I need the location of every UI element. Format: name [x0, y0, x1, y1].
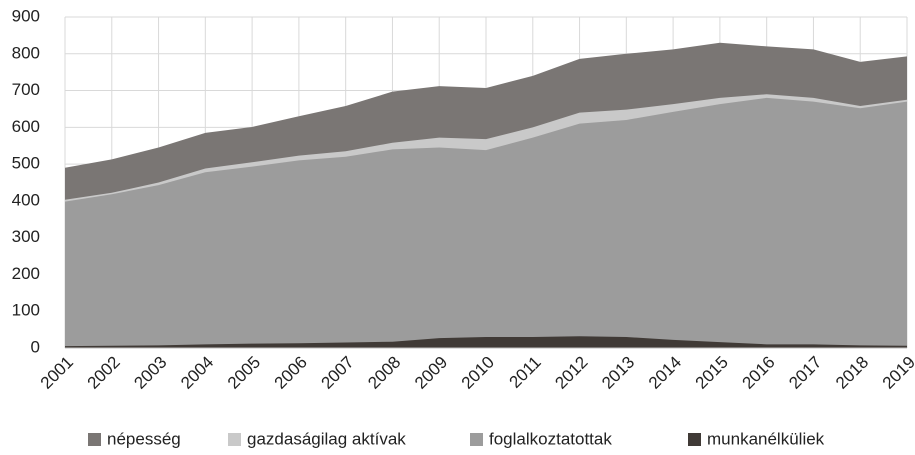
- x-tick-label: 2012: [551, 353, 591, 393]
- legend-label: munkanélküliek: [707, 429, 825, 448]
- x-tick-label: 2019: [879, 353, 915, 393]
- y-tick-label: 600: [12, 117, 40, 136]
- x-tick-label: 2014: [645, 353, 685, 393]
- legend-label: foglalkoztatottak: [489, 429, 612, 448]
- y-tick-label: 400: [12, 190, 40, 209]
- area: [65, 336, 907, 348]
- y-tick-label: 300: [12, 227, 40, 246]
- x-tick-label: 2009: [411, 353, 451, 393]
- x-tick-label: 2015: [692, 353, 732, 393]
- y-tick-label: 900: [12, 6, 40, 25]
- x-tick-label: 2001: [37, 353, 77, 393]
- legend-label: gazdaságilag aktívak: [247, 429, 406, 448]
- x-tick-label: 2018: [832, 353, 872, 393]
- y-tick-label: 700: [12, 80, 40, 99]
- legend-swatch: [688, 433, 701, 446]
- x-tick-label: 2003: [130, 353, 170, 393]
- y-tick-label: 0: [31, 337, 40, 356]
- legend-swatch: [88, 433, 101, 446]
- legend-swatch: [228, 433, 241, 446]
- area: [65, 97, 907, 349]
- x-tick-label: 2013: [598, 353, 638, 393]
- x-tick-label: 2008: [364, 353, 404, 393]
- x-tick-label: 2006: [271, 353, 311, 393]
- y-tick-label: 500: [12, 154, 40, 173]
- y-tick-label: 100: [12, 301, 40, 320]
- x-tick-label: 2004: [177, 353, 217, 393]
- x-tick-label: 2010: [458, 353, 498, 393]
- x-tick-label: 2011: [505, 353, 544, 392]
- y-tick-label: 200: [12, 264, 40, 283]
- x-tick-label: 2005: [224, 353, 264, 393]
- y-tick-label: 800: [12, 43, 40, 62]
- legend-label: népesség: [107, 429, 181, 448]
- x-tick-label: 2017: [785, 353, 825, 393]
- x-tick-label: 2002: [84, 353, 124, 393]
- x-tick-label: 2007: [317, 353, 357, 393]
- legend-swatch: [470, 433, 483, 446]
- x-tick-label: 2016: [738, 353, 778, 393]
